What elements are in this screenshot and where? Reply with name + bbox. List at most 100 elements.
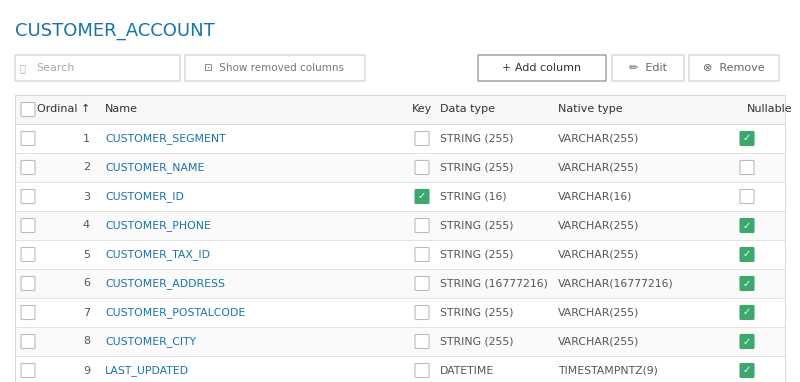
FancyBboxPatch shape — [21, 219, 35, 233]
Text: Native type: Native type — [558, 105, 622, 115]
Text: VARCHAR(255): VARCHAR(255) — [558, 133, 639, 144]
Text: DATETIME: DATETIME — [440, 366, 494, 376]
Text: ✓: ✓ — [743, 278, 751, 288]
Text: ✓: ✓ — [418, 191, 426, 201]
Text: ✓: ✓ — [743, 366, 751, 376]
Text: Name: Name — [105, 105, 138, 115]
Bar — [15, 327, 785, 356]
FancyBboxPatch shape — [415, 306, 429, 319]
Text: STRING (255): STRING (255) — [440, 162, 514, 173]
FancyBboxPatch shape — [415, 189, 429, 204]
Text: STRING (16): STRING (16) — [440, 191, 506, 201]
Text: STRING (16777216): STRING (16777216) — [440, 278, 548, 288]
FancyBboxPatch shape — [21, 364, 35, 377]
FancyBboxPatch shape — [15, 55, 180, 81]
FancyBboxPatch shape — [740, 364, 754, 377]
Text: VARCHAR(255): VARCHAR(255) — [558, 249, 639, 259]
Text: Nullable: Nullable — [747, 105, 793, 115]
FancyBboxPatch shape — [740, 306, 754, 319]
Text: 8: 8 — [83, 337, 90, 346]
Text: CUSTOMER_PHONE: CUSTOMER_PHONE — [105, 220, 211, 231]
Text: Key: Key — [412, 105, 432, 115]
FancyBboxPatch shape — [21, 102, 35, 117]
Text: CUSTOMER_NAME: CUSTOMER_NAME — [105, 162, 204, 173]
Text: CUSTOMER_TAX_ID: CUSTOMER_TAX_ID — [105, 249, 210, 260]
FancyBboxPatch shape — [415, 131, 429, 146]
FancyBboxPatch shape — [415, 160, 429, 175]
Text: ⊗  Remove: ⊗ Remove — [703, 63, 765, 73]
Text: 6: 6 — [83, 278, 90, 288]
FancyBboxPatch shape — [740, 219, 754, 233]
Text: ✓: ✓ — [743, 249, 751, 259]
FancyBboxPatch shape — [415, 335, 429, 348]
Bar — [15, 182, 785, 211]
Text: LAST_UPDATED: LAST_UPDATED — [105, 365, 189, 376]
Text: 4: 4 — [83, 220, 90, 230]
Text: ✓: ✓ — [743, 308, 751, 317]
Text: CUSTOMER_ACCOUNT: CUSTOMER_ACCOUNT — [15, 22, 214, 40]
Text: CUSTOMER_POSTALCODE: CUSTOMER_POSTALCODE — [105, 307, 246, 318]
Bar — [15, 124, 785, 153]
Text: STRING (255): STRING (255) — [440, 249, 514, 259]
Text: VARCHAR(255): VARCHAR(255) — [558, 162, 639, 173]
Bar — [15, 240, 785, 269]
Text: Ordinal ↑: Ordinal ↑ — [37, 105, 90, 115]
Text: ✓: ✓ — [743, 220, 751, 230]
Text: + Add column: + Add column — [502, 63, 582, 73]
Bar — [15, 298, 785, 327]
Text: 2: 2 — [83, 162, 90, 173]
FancyBboxPatch shape — [21, 335, 35, 348]
Text: CUSTOMER_CITY: CUSTOMER_CITY — [105, 336, 196, 347]
Text: TIMESTAMPNTZ(9): TIMESTAMPNTZ(9) — [558, 366, 658, 376]
FancyBboxPatch shape — [415, 248, 429, 262]
Text: STRING (255): STRING (255) — [440, 133, 514, 144]
Text: VARCHAR(255): VARCHAR(255) — [558, 337, 639, 346]
FancyBboxPatch shape — [740, 277, 754, 290]
Text: 7: 7 — [83, 308, 90, 317]
Text: CUSTOMER_ADDRESS: CUSTOMER_ADDRESS — [105, 278, 225, 289]
Text: VARCHAR(255): VARCHAR(255) — [558, 308, 639, 317]
FancyBboxPatch shape — [612, 55, 684, 81]
Text: CUSTOMER_ID: CUSTOMER_ID — [105, 191, 184, 202]
Text: CUSTOMER_SEGMENT: CUSTOMER_SEGMENT — [105, 133, 226, 144]
Text: STRING (255): STRING (255) — [440, 337, 514, 346]
FancyBboxPatch shape — [478, 55, 606, 81]
FancyBboxPatch shape — [21, 131, 35, 146]
FancyBboxPatch shape — [21, 277, 35, 290]
Text: STRING (255): STRING (255) — [440, 220, 514, 230]
Text: VARCHAR(255): VARCHAR(255) — [558, 220, 639, 230]
FancyBboxPatch shape — [21, 160, 35, 175]
FancyBboxPatch shape — [689, 55, 779, 81]
FancyBboxPatch shape — [740, 248, 754, 262]
Text: VARCHAR(16): VARCHAR(16) — [558, 191, 633, 201]
Text: 🔍: 🔍 — [20, 63, 26, 73]
Bar — [15, 356, 785, 382]
FancyBboxPatch shape — [415, 364, 429, 377]
Bar — [15, 211, 785, 240]
FancyBboxPatch shape — [21, 306, 35, 319]
Text: STRING (255): STRING (255) — [440, 308, 514, 317]
FancyBboxPatch shape — [740, 335, 754, 348]
Text: Data type: Data type — [440, 105, 495, 115]
Bar — [15, 95, 785, 124]
Text: ✓: ✓ — [743, 337, 751, 346]
Bar — [15, 269, 785, 298]
Text: ⊡  Show removed columns: ⊡ Show removed columns — [204, 63, 344, 73]
FancyBboxPatch shape — [415, 277, 429, 290]
Text: 9: 9 — [83, 366, 90, 376]
Text: 3: 3 — [83, 191, 90, 201]
FancyBboxPatch shape — [415, 219, 429, 233]
FancyBboxPatch shape — [740, 189, 754, 204]
Text: ✓: ✓ — [743, 133, 751, 144]
Text: ✏  Edit: ✏ Edit — [629, 63, 667, 73]
FancyBboxPatch shape — [185, 55, 365, 81]
Text: 1: 1 — [83, 133, 90, 144]
FancyBboxPatch shape — [21, 189, 35, 204]
FancyBboxPatch shape — [740, 160, 754, 175]
Bar — [15, 153, 785, 182]
Text: 5: 5 — [83, 249, 90, 259]
FancyBboxPatch shape — [21, 248, 35, 262]
Text: VARCHAR(16777216): VARCHAR(16777216) — [558, 278, 674, 288]
FancyBboxPatch shape — [740, 131, 754, 146]
Text: Search: Search — [36, 63, 74, 73]
